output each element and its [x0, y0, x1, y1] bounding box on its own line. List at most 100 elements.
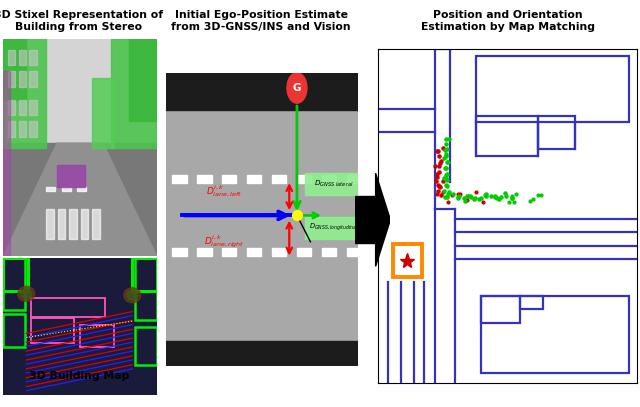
- Polygon shape: [376, 173, 390, 266]
- Bar: [31, 318, 74, 343]
- Point: [465, 192, 475, 199]
- Point: [435, 160, 445, 166]
- Bar: [197, 175, 211, 183]
- Bar: [247, 248, 262, 256]
- Bar: [476, 55, 629, 122]
- Point: [438, 155, 449, 162]
- Circle shape: [287, 73, 307, 103]
- Bar: [132, 258, 157, 291]
- Bar: [247, 175, 262, 183]
- Circle shape: [18, 287, 35, 302]
- Bar: [69, 208, 77, 239]
- Bar: [3, 39, 157, 143]
- Point: [504, 199, 514, 205]
- Text: $D_{GNSS,longitudinal}$: $D_{GNSS,longitudinal}$: [308, 222, 358, 234]
- Point: [443, 158, 453, 165]
- Point: [447, 192, 457, 198]
- Text: $D_{GNSS\ lateral}$: $D_{GNSS\ lateral}$: [314, 179, 353, 189]
- Bar: [520, 296, 543, 309]
- Bar: [476, 116, 538, 155]
- Point: [460, 195, 470, 201]
- Bar: [57, 165, 84, 187]
- Bar: [29, 71, 37, 87]
- Circle shape: [127, 291, 138, 300]
- Point: [536, 192, 546, 198]
- Bar: [197, 248, 211, 256]
- Point: [509, 199, 519, 206]
- Bar: [3, 143, 157, 256]
- Point: [441, 141, 451, 148]
- Point: [433, 169, 444, 175]
- Bar: [80, 325, 114, 347]
- Point: [438, 177, 448, 184]
- Bar: [8, 50, 15, 65]
- Point: [452, 195, 463, 201]
- Bar: [135, 326, 157, 365]
- Point: [524, 198, 534, 205]
- Bar: [222, 175, 237, 183]
- Bar: [3, 258, 28, 291]
- Point: [511, 191, 521, 197]
- Bar: [8, 71, 15, 87]
- Text: 3D Building Map: 3D Building Map: [29, 370, 129, 381]
- Point: [442, 177, 452, 183]
- Point: [438, 189, 449, 195]
- Bar: [172, 248, 187, 256]
- Point: [439, 187, 449, 194]
- Bar: [3, 258, 25, 310]
- Point: [442, 191, 452, 198]
- Bar: [31, 298, 104, 317]
- Point: [474, 195, 484, 202]
- Point: [440, 194, 451, 200]
- Bar: [8, 100, 15, 115]
- Bar: [481, 296, 629, 372]
- Bar: [77, 187, 86, 191]
- Point: [442, 193, 452, 200]
- Point: [434, 153, 444, 159]
- Bar: [8, 121, 15, 137]
- Point: [444, 136, 454, 143]
- Point: [468, 196, 479, 202]
- Point: [477, 199, 488, 205]
- Point: [441, 165, 451, 171]
- Point: [433, 182, 443, 188]
- Point: [452, 190, 463, 197]
- Point: [454, 193, 464, 199]
- Point: [480, 192, 490, 198]
- Bar: [222, 248, 237, 256]
- Bar: [92, 78, 114, 147]
- Bar: [92, 208, 100, 239]
- Point: [463, 193, 474, 199]
- Bar: [322, 248, 337, 256]
- Bar: [81, 208, 88, 239]
- Point: [438, 144, 448, 151]
- Point: [434, 183, 444, 189]
- Point: [448, 191, 458, 198]
- Bar: [29, 100, 37, 115]
- Point: [442, 171, 452, 177]
- Point: [460, 198, 470, 204]
- Bar: [393, 244, 422, 278]
- Point: [493, 195, 504, 202]
- Bar: [19, 100, 26, 115]
- Bar: [19, 121, 26, 137]
- Point: [501, 193, 511, 199]
- Point: [492, 194, 502, 201]
- Polygon shape: [355, 197, 377, 243]
- Bar: [129, 39, 157, 121]
- Bar: [166, 73, 358, 110]
- Point: [532, 192, 543, 199]
- Bar: [58, 208, 65, 239]
- Point: [432, 173, 442, 180]
- Point: [432, 191, 442, 197]
- Bar: [481, 296, 520, 322]
- Point: [441, 152, 451, 159]
- Point: [452, 193, 463, 200]
- Point: [490, 193, 500, 199]
- Point: [490, 194, 500, 201]
- Bar: [3, 71, 10, 256]
- Bar: [3, 39, 46, 147]
- Bar: [322, 175, 337, 183]
- Bar: [19, 71, 26, 87]
- Text: $D^{i,k}_{lane,right}$: $D^{i,k}_{lane,right}$: [204, 234, 244, 250]
